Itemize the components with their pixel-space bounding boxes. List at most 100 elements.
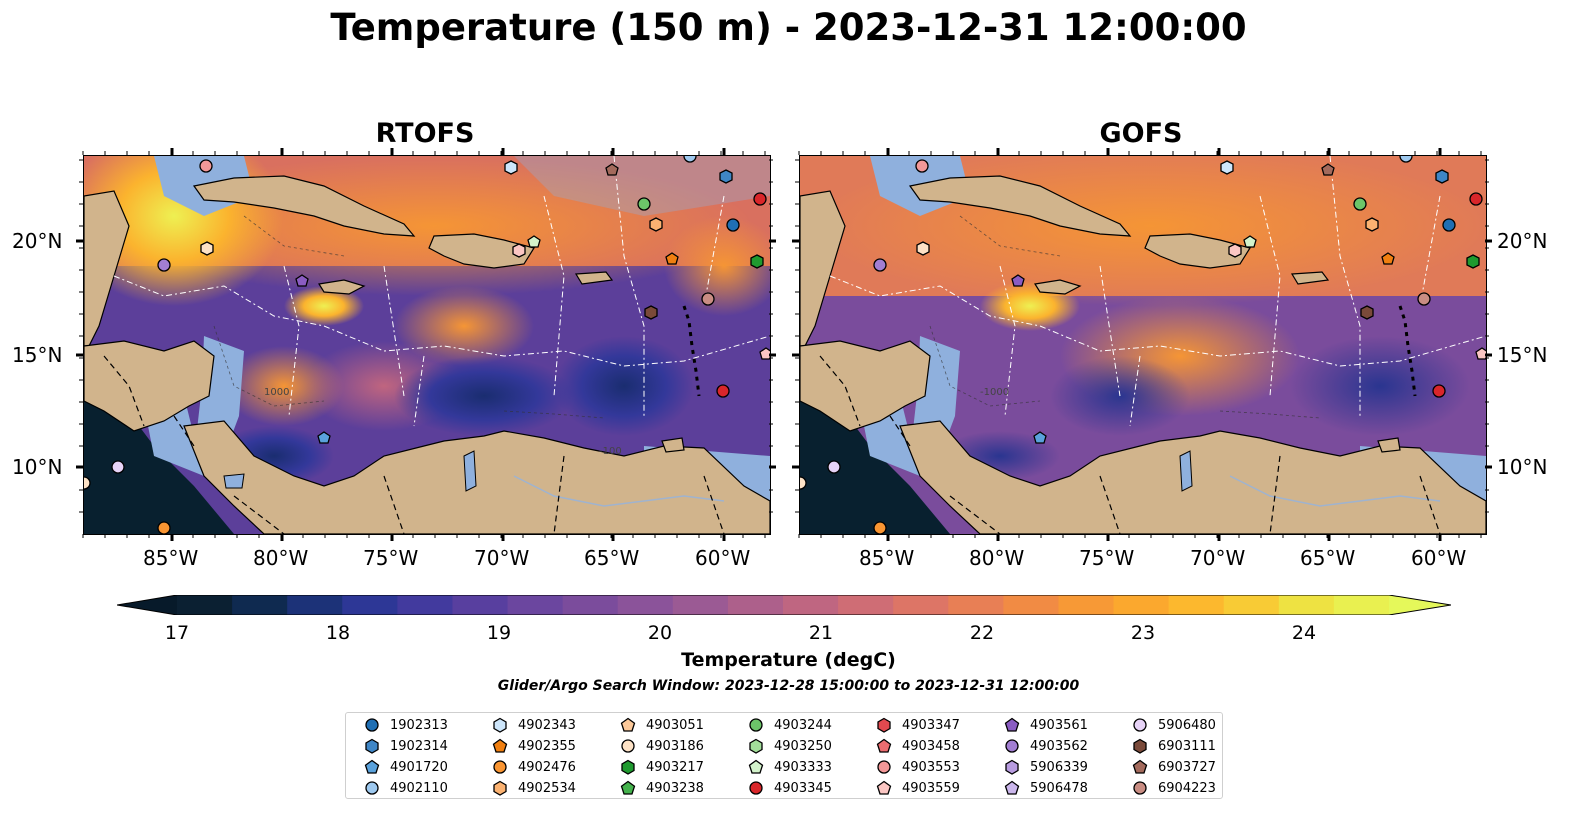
map-gofs[interactable]: -1000	[799, 155, 1487, 535]
legend-marker-pentagon-icon	[620, 717, 636, 732]
legend-item: 4903051	[620, 715, 704, 735]
colorbar-label: Temperature (degC)	[681, 649, 896, 671]
colorbar-over-extension	[1389, 595, 1451, 615]
colorbar-segment	[287, 595, 343, 615]
lon-label-75w: 75°W	[363, 546, 419, 570]
search-window-text: Glider/Argo Search Window: 2023-12-28 15…	[497, 678, 1080, 694]
legend-marker-circle-icon	[749, 718, 763, 732]
contour-label: -100	[599, 446, 622, 457]
legend-item: 4902534	[492, 778, 576, 798]
legend-label: 4902355	[518, 738, 576, 754]
colorbar-segment	[1223, 595, 1280, 615]
legend-label: 4903250	[774, 738, 832, 754]
colorbar-segment	[672, 595, 729, 615]
lon-label-70w: 70°W	[474, 546, 530, 570]
legend-marker-hexagon-icon	[877, 717, 891, 733]
lon-label-85w: 85°W	[143, 546, 199, 570]
legend-item: 4903345	[748, 778, 832, 798]
legend-label: 6903111	[1158, 738, 1216, 754]
colorbar-segment	[617, 595, 674, 615]
legend-label: 4903559	[902, 780, 960, 796]
colorbar-tick-label: 24	[1291, 622, 1317, 644]
panel-title-rtofs: RTOFS	[375, 118, 475, 149]
legend-label: 5906480	[1158, 717, 1216, 733]
legend-label: 4903051	[646, 717, 704, 733]
colorbar-segment	[838, 595, 894, 615]
legend-item: 4903561	[1004, 715, 1088, 735]
legend-marker-circle-icon	[749, 781, 763, 795]
map-rtofs-canvas: 1000 -100	[84, 156, 770, 534]
colorbar-segment	[783, 595, 839, 615]
legend-item: 1902314	[364, 736, 448, 756]
legend-marker-circle-icon	[1133, 718, 1147, 732]
legend-marker-hexagon-icon	[1133, 738, 1147, 754]
legend-item: 4902343	[492, 715, 576, 735]
legend-marker-pentagon-icon	[1004, 780, 1020, 795]
legend: 1902313 1902314 4901720 4902110 4902343 49023…	[345, 712, 1223, 799]
legend-label: 4903562	[1030, 738, 1088, 754]
lon-label-65w: 65°W	[584, 546, 640, 570]
legend-item: 4903559	[876, 778, 960, 798]
legend-label: 4902110	[390, 780, 448, 796]
legend-item: 6904223	[1132, 778, 1216, 798]
legend-marker-circle-icon	[621, 739, 635, 753]
legend-marker-circle-icon	[493, 760, 507, 774]
map-rtofs[interactable]: 1000 -100	[83, 155, 771, 535]
legend-item: 5906478	[1004, 778, 1088, 798]
lat-label-15n-right: 15°N	[1497, 343, 1548, 367]
lat-label-15n: 15°N	[12, 343, 63, 367]
legend-label: 5906339	[1030, 759, 1088, 775]
colorbar-segment	[397, 595, 454, 615]
contour-label: 1000	[264, 387, 289, 398]
legend-item: 4903250	[748, 736, 832, 756]
contour-label: -1000	[980, 387, 1009, 398]
lon-label-65w-right: 65°W	[1300, 546, 1356, 570]
legend-marker-pentagon-icon	[492, 738, 508, 753]
colorbar-tick-label: 18	[325, 622, 351, 644]
legend-item: 4902110	[364, 778, 448, 798]
legend-label: 4903553	[902, 759, 960, 775]
colorbar-segment	[1003, 595, 1060, 615]
legend-label: 5906478	[1030, 780, 1088, 796]
colorbar-segment	[232, 595, 288, 615]
colorbar-segment	[177, 595, 233, 615]
panel-title-gofs: GOFS	[1099, 118, 1183, 149]
legend-label: 4903186	[646, 738, 704, 754]
legend-marker-hexagon-icon	[493, 780, 507, 796]
colorbar-tick-label: 17	[164, 622, 190, 644]
legend-label: 4902343	[518, 717, 576, 733]
legend-label: 4903347	[902, 717, 960, 733]
legend-item: 4902476	[492, 757, 576, 777]
legend-label: 4903244	[774, 717, 832, 733]
legend-marker-circle-icon	[1005, 739, 1019, 753]
legend-item: 4903244	[748, 715, 832, 735]
legend-item: 4903238	[620, 778, 704, 798]
legend-item: 4903186	[620, 736, 704, 756]
legend-marker-hexagon-icon	[493, 717, 507, 733]
legend-label: 4903458	[902, 738, 960, 754]
legend-marker-pentagon-icon	[1004, 717, 1020, 732]
legend-item: 4903347	[876, 715, 960, 735]
legend-label: 4902534	[518, 780, 576, 796]
legend-item: 4901720	[364, 757, 448, 777]
legend-item: 1902313	[364, 715, 448, 735]
colorbar-segment	[1278, 595, 1335, 615]
lon-label-75w-right: 75°W	[1079, 546, 1135, 570]
colorbar-under-extension	[117, 595, 177, 615]
colorbar-tick-label: 22	[969, 622, 995, 644]
legend-label: 4903238	[646, 780, 704, 796]
colorbar-tick-label: 20	[647, 622, 673, 644]
lon-label-70w-right: 70°W	[1190, 546, 1246, 570]
legend-marker-pentagon-icon	[876, 780, 892, 795]
legend-marker-hexagon-icon	[365, 738, 379, 754]
legend-item: 6903727	[1132, 757, 1216, 777]
legend-marker-pentagon-icon	[620, 780, 636, 795]
colorbar-tick-label: 23	[1130, 622, 1156, 644]
colorbar-segment	[1333, 595, 1390, 615]
colorbar-tick-label: 19	[486, 622, 512, 644]
colorbar-segment	[562, 595, 619, 615]
legend-marker-circle-icon	[365, 781, 379, 795]
legend-label: 4901720	[390, 759, 448, 775]
colorbar-segment	[727, 595, 784, 615]
legend-item: 5906480	[1132, 715, 1216, 735]
